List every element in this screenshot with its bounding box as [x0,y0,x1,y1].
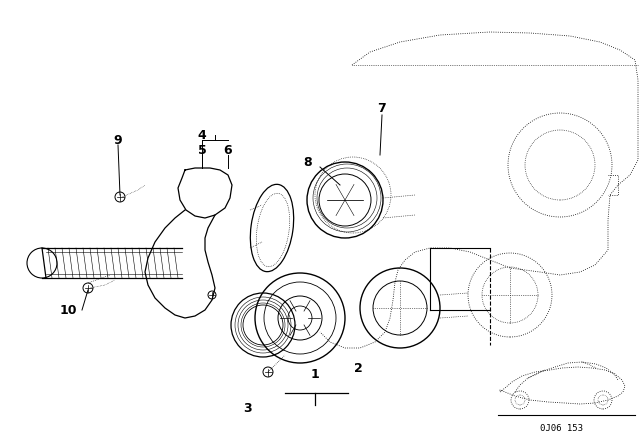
Text: 8: 8 [304,155,312,168]
Circle shape [115,192,125,202]
Text: 3: 3 [244,401,252,414]
Circle shape [83,283,93,293]
Text: 1: 1 [310,369,319,382]
Text: 10: 10 [60,303,77,316]
Text: 7: 7 [378,102,387,115]
Text: 4: 4 [198,129,206,142]
Circle shape [263,367,273,377]
Text: 0J06 153: 0J06 153 [541,423,584,432]
Text: 9: 9 [114,134,122,146]
Text: 5: 5 [198,143,206,156]
Text: 6: 6 [224,143,232,156]
Text: 2: 2 [354,362,362,375]
Circle shape [208,291,216,299]
